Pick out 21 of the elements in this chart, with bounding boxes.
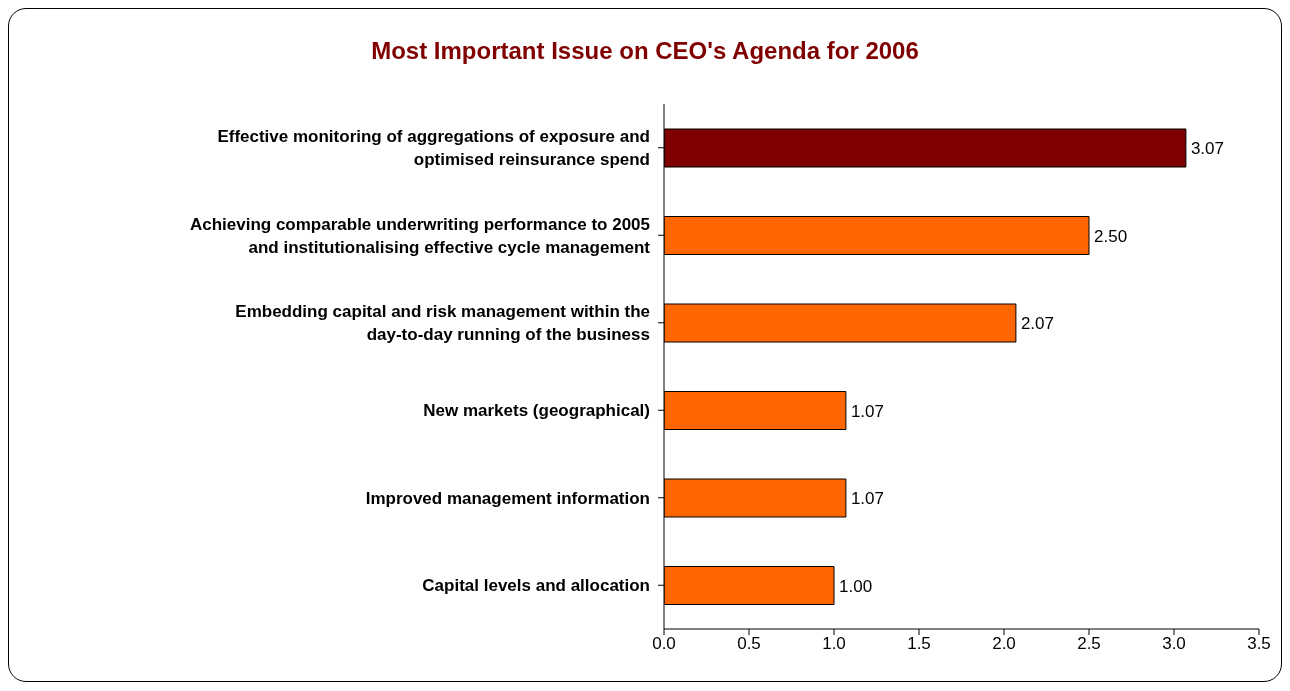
y-tick-label: Achieving comparable underwriting performance to 2005 and institutionalising effective cycle management (189, 214, 651, 257)
y-tick-label: Capital levels and allocation (422, 576, 650, 596)
data-label: 2.07 (1020, 314, 1054, 334)
data-label: 1.00 (839, 576, 873, 596)
y-tick-label: New markets (geographical) (423, 401, 650, 421)
x-tick-label: 1.5 (907, 634, 931, 654)
data-label: 1.07 (850, 401, 884, 421)
x-tick-label: 3.5 (1247, 634, 1271, 654)
chart-title: Most Important Issue on CEO's Agenda for 2006 (370, 37, 920, 65)
x-tick-label: 0.0 (652, 634, 676, 654)
x-tick-label: 2.0 (992, 634, 1016, 654)
data-label: 3.07 (1190, 139, 1224, 159)
y-tick-label: Embedding capital and risk management within the day-to-day running of the business (235, 302, 650, 345)
x-tick-label: 1.0 (822, 634, 846, 654)
x-tick-label: 3.0 (1162, 634, 1186, 654)
data-label: 1.07 (850, 489, 884, 509)
y-tick-label: Effective monitoring of aggregations of exposure and optimised reinsurance spend (217, 127, 650, 170)
x-tick-label: 0.5 (737, 634, 761, 654)
data-label: 2.50 (1094, 226, 1128, 246)
x-tick-label: 2.5 (1077, 634, 1101, 654)
y-tick-label: Improved management information (365, 488, 650, 508)
